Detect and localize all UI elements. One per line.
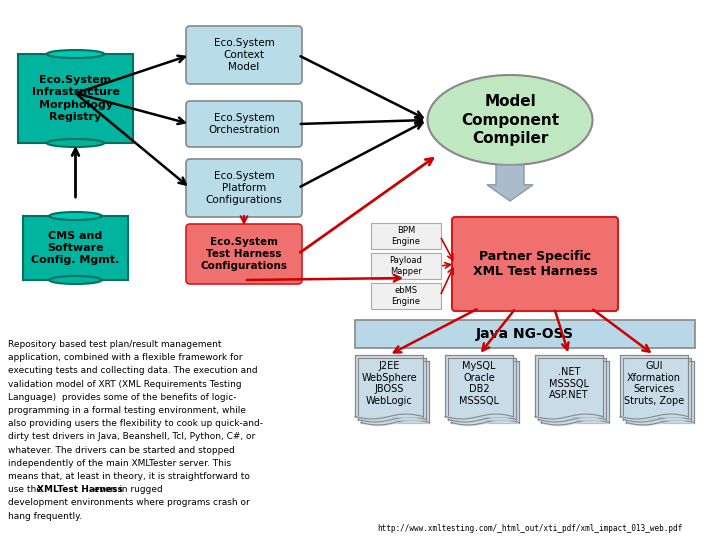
FancyBboxPatch shape bbox=[358, 358, 426, 420]
FancyBboxPatch shape bbox=[186, 26, 302, 84]
Text: Eco.System
Infrastructure
Morphology
Registry: Eco.System Infrastructure Morphology Reg… bbox=[32, 75, 120, 122]
Text: development environments where programs crash or: development environments where programs … bbox=[8, 498, 250, 508]
Text: Model
Component
Compiler: Model Component Compiler bbox=[461, 94, 559, 146]
Text: Payload
Mapper: Payload Mapper bbox=[390, 256, 423, 276]
Text: whatever. The drivers can be started and stopped: whatever. The drivers can be started and… bbox=[8, 446, 235, 455]
Text: Repository based test plan/result management: Repository based test plan/result manage… bbox=[8, 340, 222, 349]
Ellipse shape bbox=[428, 75, 593, 165]
Text: also providing users the flexibility to cook up quick-and-: also providing users the flexibility to … bbox=[8, 419, 263, 428]
Text: http://www.xmltesting.com/_html_out/xti_pdf/xml_impact_013_web.pdf: http://www.xmltesting.com/_html_out/xti_… bbox=[377, 524, 683, 533]
Text: use the: use the bbox=[8, 485, 45, 494]
Text: CMS and
Software
Config. Mgmt.: CMS and Software Config. Mgmt. bbox=[32, 231, 120, 265]
FancyBboxPatch shape bbox=[626, 361, 694, 422]
Text: Java NG-OSS: Java NG-OSS bbox=[476, 327, 574, 341]
FancyBboxPatch shape bbox=[355, 320, 695, 348]
FancyBboxPatch shape bbox=[371, 223, 441, 249]
FancyBboxPatch shape bbox=[355, 355, 423, 416]
Text: BPM
Engine: BPM Engine bbox=[392, 226, 420, 246]
Text: dirty test drivers in Java, Beanshell, Tcl, Python, C#, or: dirty test drivers in Java, Beanshell, T… bbox=[8, 433, 256, 441]
FancyBboxPatch shape bbox=[186, 159, 302, 217]
FancyBboxPatch shape bbox=[186, 101, 302, 147]
FancyBboxPatch shape bbox=[452, 217, 618, 311]
FancyBboxPatch shape bbox=[541, 361, 609, 422]
Text: .NET
MSSSQL
ASP.NET: .NET MSSSQL ASP.NET bbox=[549, 367, 589, 400]
FancyBboxPatch shape bbox=[18, 54, 133, 143]
Text: means that, at least in theory, it is straightforward to: means that, at least in theory, it is st… bbox=[8, 472, 250, 481]
FancyBboxPatch shape bbox=[535, 355, 603, 416]
Text: J2EE
WebSphere
JBOSS
WebLogic: J2EE WebSphere JBOSS WebLogic bbox=[361, 361, 417, 406]
Ellipse shape bbox=[47, 139, 104, 147]
Text: executing tests and collecting data. The execution and: executing tests and collecting data. The… bbox=[8, 367, 258, 375]
FancyBboxPatch shape bbox=[371, 283, 441, 309]
Text: hang frequently.: hang frequently. bbox=[8, 511, 82, 521]
FancyBboxPatch shape bbox=[451, 361, 519, 422]
Text: Partner Specific
XML Test Harness: Partner Specific XML Test Harness bbox=[473, 250, 598, 278]
Text: Language)  provides some of the benefits of logic-: Language) provides some of the benefits … bbox=[8, 393, 236, 402]
FancyBboxPatch shape bbox=[620, 355, 688, 416]
FancyBboxPatch shape bbox=[448, 358, 516, 420]
FancyBboxPatch shape bbox=[538, 358, 606, 420]
Text: validation model of XRT (XML Requirements Testing: validation model of XRT (XML Requirement… bbox=[8, 380, 242, 389]
Text: Eco.System
Context
Model: Eco.System Context Model bbox=[214, 38, 274, 72]
FancyBboxPatch shape bbox=[23, 216, 128, 280]
Text: application, combined with a flexible framework for: application, combined with a flexible fr… bbox=[8, 353, 243, 362]
Text: even in rugged: even in rugged bbox=[91, 485, 163, 494]
Ellipse shape bbox=[49, 276, 102, 284]
Text: Eco.System
Test Harness
Configurations: Eco.System Test Harness Configurations bbox=[200, 237, 287, 272]
Text: Eco.System
Orchestration: Eco.System Orchestration bbox=[208, 113, 280, 135]
Text: programming in a formal testing environment, while: programming in a formal testing environm… bbox=[8, 406, 246, 415]
FancyBboxPatch shape bbox=[371, 253, 441, 279]
Ellipse shape bbox=[49, 212, 102, 220]
Text: independently of the main XMLTester server. This: independently of the main XMLTester serv… bbox=[8, 459, 231, 468]
Text: GUI
Xformation
Services
Struts, Zope: GUI Xformation Services Struts, Zope bbox=[624, 361, 684, 406]
FancyBboxPatch shape bbox=[445, 355, 513, 416]
Text: ebMS
Engine: ebMS Engine bbox=[392, 286, 420, 306]
FancyBboxPatch shape bbox=[361, 361, 429, 422]
Text: Eco.System
Platform
Configurations: Eco.System Platform Configurations bbox=[206, 171, 282, 205]
FancyBboxPatch shape bbox=[623, 358, 691, 420]
Ellipse shape bbox=[47, 50, 104, 58]
Polygon shape bbox=[487, 165, 533, 201]
Text: XMLTest Harness: XMLTest Harness bbox=[37, 485, 123, 494]
Text: MySQL
Oracle
DB2
MSSSQL: MySQL Oracle DB2 MSSSQL bbox=[459, 361, 499, 406]
FancyBboxPatch shape bbox=[186, 224, 302, 284]
